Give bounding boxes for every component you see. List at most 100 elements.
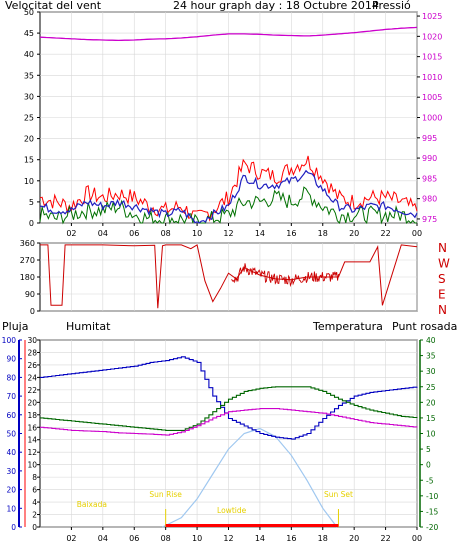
temperature-tick-label: 5 bbox=[426, 445, 431, 454]
x-tick-label: 16 bbox=[286, 229, 296, 238]
x-tick-label: 06 bbox=[129, 229, 139, 238]
x-tick-label: 16 bbox=[286, 534, 296, 543]
astro-annotations: Baixada Sun Rise Lowtide Sun Set bbox=[77, 490, 353, 527]
rain-tick-label: 18 bbox=[27, 411, 37, 420]
temperature-axis-ticks: -20 -15 -10 -5 0 5 10 15 20 25 30 35 40 bbox=[419, 336, 438, 532]
pressure-tick-label: 995 bbox=[422, 134, 437, 143]
direction-tick-label: 270 bbox=[20, 256, 35, 265]
wind-speed-tick-label: 15 bbox=[24, 156, 34, 165]
wind-direction-variable-line bbox=[231, 263, 339, 288]
x-tick-label: 00 bbox=[412, 534, 422, 543]
rain-tick-label: 28 bbox=[27, 348, 37, 357]
x-tick-label: 18 bbox=[318, 534, 328, 543]
humidity-tick-label: 60 bbox=[6, 411, 16, 420]
x-tick-label: 02 bbox=[66, 534, 76, 543]
x-tick-label: 14 bbox=[255, 534, 265, 543]
annotation-label: Sun Set bbox=[324, 490, 353, 499]
wind-direction-degree-ticks: 0 90 180 270 360 bbox=[20, 239, 40, 316]
rain-tick-label: 10 bbox=[27, 461, 37, 470]
temperature-label: Temperatura bbox=[312, 320, 383, 333]
wind-pressure-x-ticks: 02 04 06 08 10 12 14 16 18 20 22 00 bbox=[66, 223, 422, 238]
rain-tick-label: 4 bbox=[32, 498, 37, 507]
direction-tick-label: 0 bbox=[30, 307, 35, 316]
humidity-tick-label: 90 bbox=[6, 355, 16, 364]
wind-pressure-series bbox=[39, 26, 418, 225]
temperature-tick-label: 20 bbox=[426, 398, 436, 407]
temperature-tick-label: 40 bbox=[426, 336, 436, 345]
wind-speed-tick-label: 25 bbox=[24, 114, 34, 123]
pressure-tick-label: 1015 bbox=[422, 53, 442, 62]
x-tick-label: 20 bbox=[349, 229, 359, 238]
humidity-line bbox=[40, 356, 418, 440]
pressure-tick-label: 990 bbox=[422, 154, 437, 163]
humidity-tick-label: 80 bbox=[6, 373, 16, 382]
temperature-tick-label: -10 bbox=[426, 492, 438, 501]
x-tick-label: 10 bbox=[192, 229, 202, 238]
pressure-tick-label: 1025 bbox=[422, 12, 442, 21]
annotation-label: Baixada bbox=[77, 500, 107, 509]
solar-line bbox=[162, 427, 338, 528]
x-tick-label: 12 bbox=[223, 534, 233, 543]
wind-speed-label: Velocitat del vent bbox=[5, 0, 102, 12]
temperature-tick-label: 25 bbox=[426, 383, 436, 392]
wind-speed-tick-label: 20 bbox=[24, 135, 34, 144]
rain-tick-label: 26 bbox=[27, 361, 37, 370]
wind-low-line bbox=[39, 186, 418, 225]
wind-speed-tick-label: 5 bbox=[29, 198, 34, 207]
temperature-tick-label: 30 bbox=[426, 367, 436, 376]
pressure-line bbox=[39, 26, 418, 42]
x-tick-label: 10 bbox=[192, 534, 202, 543]
wind-speed-axis-ticks: 0 5 10 15 20 25 30 35 40 45 50 bbox=[24, 8, 40, 228]
x-tick-label: 06 bbox=[129, 534, 139, 543]
wind-speed-tick-label: 35 bbox=[24, 71, 34, 80]
pressure-label: Pressió bbox=[372, 0, 411, 12]
humidity-tick-label: 20 bbox=[6, 486, 16, 495]
wind-speed-tick-label: 10 bbox=[24, 177, 34, 186]
compass-label: E bbox=[438, 288, 446, 302]
pressure-tick-label: 985 bbox=[422, 174, 437, 183]
temperature-tick-label: 35 bbox=[426, 352, 436, 361]
x-tick-label: 20 bbox=[349, 534, 359, 543]
pressure-axis-ticks: 975 980 985 990 995 1000 1005 1010 1015 1020 1025 bbox=[417, 12, 442, 224]
wind-speed-tick-label: 0 bbox=[29, 219, 34, 228]
wind-speed-tick-label: 30 bbox=[24, 92, 34, 101]
rain-label: Pluja bbox=[2, 320, 28, 333]
humidity-tick-label: 100 bbox=[2, 336, 17, 345]
wind-gust-line bbox=[39, 155, 418, 222]
wind-direction-series bbox=[40, 244, 418, 309]
wind-pressure-grid bbox=[40, 11, 418, 224]
pressure-tick-label: 1005 bbox=[422, 93, 442, 102]
annotation-label: Lowtide bbox=[217, 506, 247, 515]
temperature-tick-label: 15 bbox=[426, 414, 436, 423]
x-tick-label: 02 bbox=[66, 229, 76, 238]
temperature-tick-label: -15 bbox=[426, 507, 438, 516]
x-tick-label: 04 bbox=[98, 229, 108, 238]
x-tick-label: 00 bbox=[412, 229, 422, 238]
humidity-tick-label: 0 bbox=[11, 523, 16, 532]
humidity-tick-label: 30 bbox=[6, 467, 16, 476]
temperature-tick-label: -5 bbox=[426, 476, 434, 485]
humidity-tick-label: 10 bbox=[6, 504, 16, 513]
compass-label: S bbox=[438, 272, 446, 286]
wind-speed-tick-label: 40 bbox=[24, 50, 34, 59]
wind-average-line bbox=[39, 169, 418, 224]
rain-tick-label: 30 bbox=[27, 336, 37, 345]
humidity-label: Humitat bbox=[66, 320, 111, 333]
daylight-bar bbox=[165, 524, 339, 527]
x-tick-label: 18 bbox=[318, 229, 328, 238]
humidity-tick-label: 70 bbox=[6, 392, 16, 401]
compass-label: N bbox=[438, 303, 447, 317]
compass-label: N bbox=[438, 241, 447, 255]
temperature-humidity-grid bbox=[40, 339, 418, 528]
x-tick-label: 22 bbox=[380, 534, 390, 543]
dewpoint-label: Punt rosada bbox=[392, 320, 457, 333]
x-tick-label: 22 bbox=[380, 229, 390, 238]
pressure-tick-label: 1000 bbox=[422, 114, 442, 123]
rain-tick-label: 14 bbox=[27, 436, 37, 445]
x-tick-label: 14 bbox=[255, 229, 265, 238]
rain-tick-label: 8 bbox=[32, 473, 37, 482]
x-tick-label: 04 bbox=[98, 534, 108, 543]
pressure-tick-label: 1010 bbox=[422, 73, 442, 82]
